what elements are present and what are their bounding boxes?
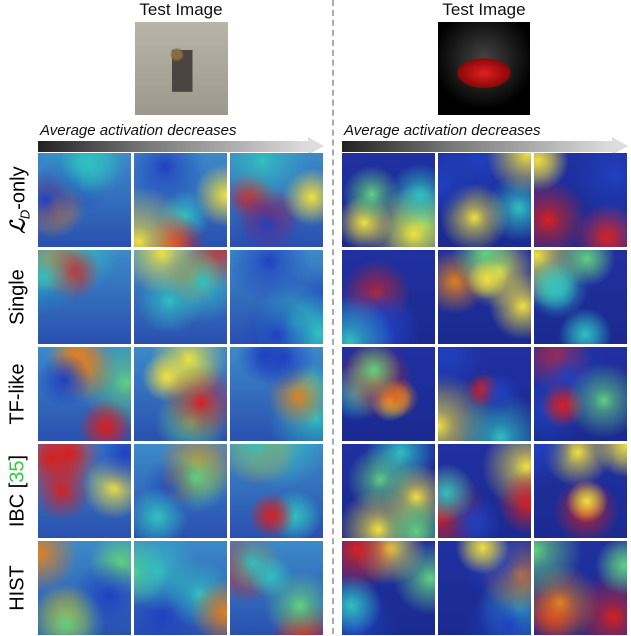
heatmap xyxy=(230,444,323,538)
heatmap xyxy=(534,541,627,635)
heatmap xyxy=(534,153,627,247)
heatmap xyxy=(342,541,435,635)
heatmap xyxy=(438,153,531,247)
row-label: IBC [35] xyxy=(1,444,35,539)
heatmap xyxy=(134,347,227,441)
arrow-bar xyxy=(342,141,612,152)
heatmap xyxy=(230,153,323,247)
prefix: IBC [ xyxy=(7,483,29,527)
heatmap xyxy=(534,250,627,344)
heatmap xyxy=(342,444,435,538)
heatmap xyxy=(38,444,131,538)
heatmap xyxy=(342,347,435,441)
row-label: TF-like xyxy=(1,347,35,442)
heatmap xyxy=(230,250,323,344)
heatmap xyxy=(342,250,435,344)
row-label: HIST xyxy=(1,541,35,636)
row-label: ℒD-only xyxy=(1,153,35,248)
arrow-label: Average activation decreases xyxy=(344,122,541,139)
symbol: ℒ xyxy=(6,219,30,233)
heatmap xyxy=(534,444,627,538)
reference: 35 xyxy=(7,460,29,482)
heatmap xyxy=(438,250,531,344)
arrow-bar xyxy=(38,141,308,152)
heatmap xyxy=(134,153,227,247)
heatmap xyxy=(230,347,323,441)
heatmap xyxy=(38,153,131,247)
suffix: ] xyxy=(7,455,29,461)
arrow-label: Average activation decreases xyxy=(40,122,237,139)
heatmap xyxy=(38,541,131,635)
heatmap xyxy=(230,541,323,635)
heatmap xyxy=(38,250,131,344)
panel-title: Test Image xyxy=(81,0,281,20)
bird-image xyxy=(135,22,228,115)
heatmap xyxy=(534,347,627,441)
heatmap xyxy=(38,347,131,441)
heatmap xyxy=(438,541,531,635)
suffix: -only xyxy=(8,166,30,209)
page: Test Image Test Image Average activation… xyxy=(0,0,631,634)
divider xyxy=(332,0,334,634)
row-label-text: Single xyxy=(7,269,29,325)
panel-title: Test Image xyxy=(384,0,584,20)
heatmap xyxy=(342,153,435,247)
row-label: Single xyxy=(1,250,35,345)
heatmap xyxy=(134,444,227,538)
row-label-text: TF-like xyxy=(7,363,29,424)
car-image xyxy=(438,22,530,115)
heatmap xyxy=(438,347,531,441)
subscript: D xyxy=(18,210,33,219)
heatmap xyxy=(134,250,227,344)
row-label-text: HIST xyxy=(7,565,29,611)
heatmap xyxy=(438,444,531,538)
heatmap xyxy=(134,541,227,635)
